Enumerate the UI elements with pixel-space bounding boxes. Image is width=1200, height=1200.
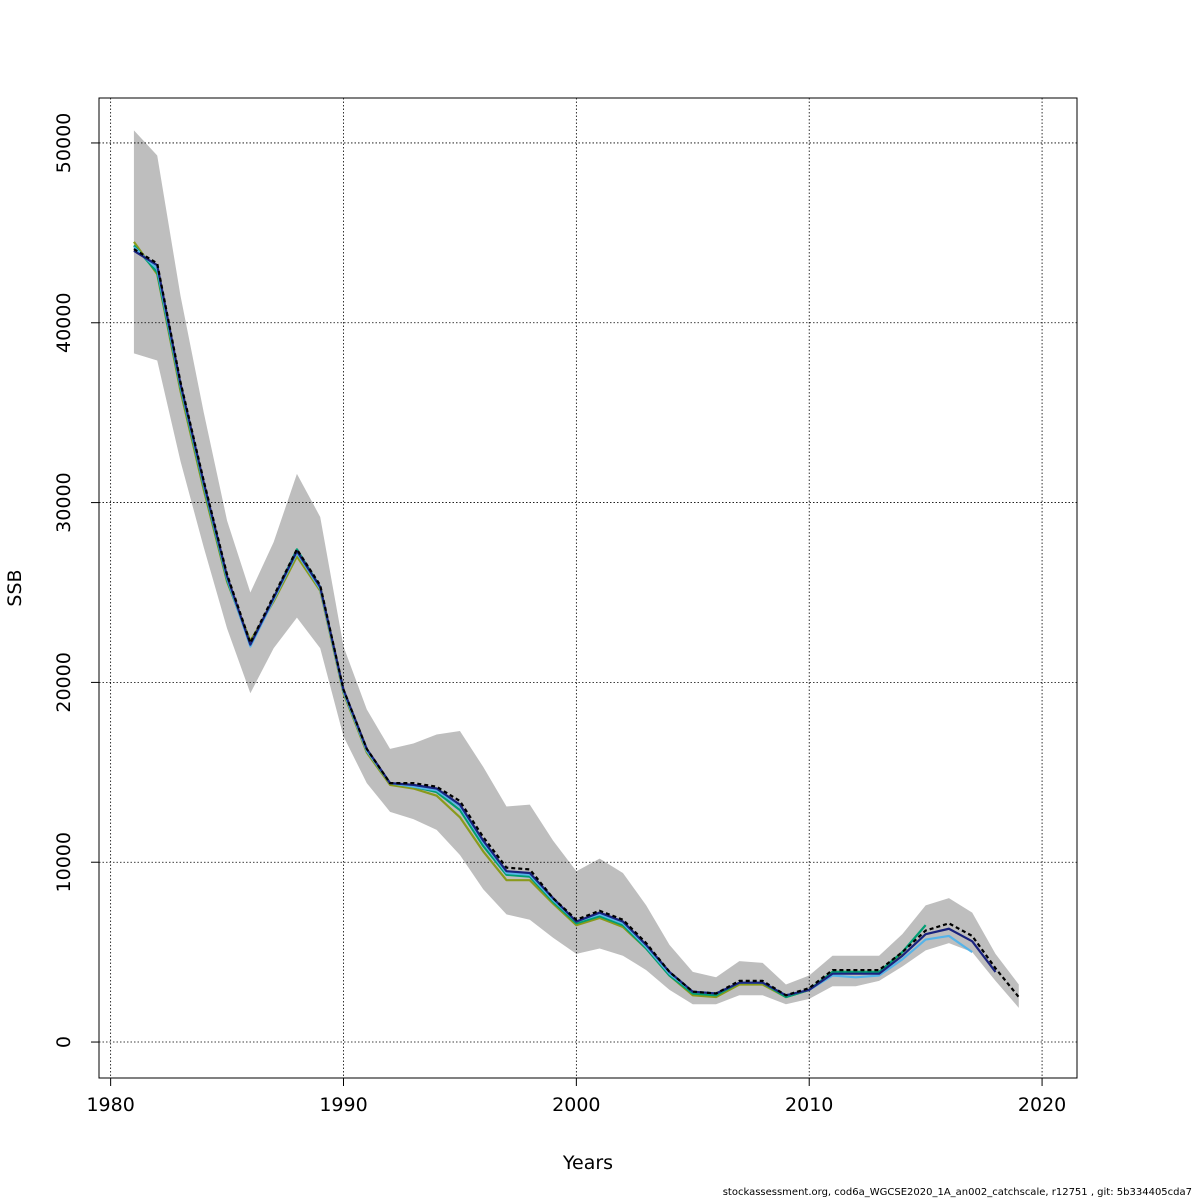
footer-credit: stockassessment.org, cod6a_WGCSE2020_1A_… bbox=[722, 1187, 1192, 1198]
x-tick-label: 2000 bbox=[552, 1094, 600, 1116]
y-tick-label: 0 bbox=[53, 1036, 75, 1048]
y-axis: 0 10000 20000 30000 40000 50000 bbox=[53, 113, 99, 1048]
series-layer bbox=[133, 241, 1020, 999]
y-tick-label: 50000 bbox=[53, 113, 75, 173]
x-axis: 1980 1990 2000 2010 2020 bbox=[86, 1078, 1066, 1116]
y-tick-label: 20000 bbox=[53, 652, 75, 712]
grid-layer bbox=[99, 98, 1077, 1078]
x-tick-label: 1980 bbox=[86, 1094, 134, 1116]
plot-frame bbox=[98, 97, 1078, 1079]
y-axis-label: SSB bbox=[4, 569, 26, 606]
x-tick-label: 2010 bbox=[785, 1094, 833, 1116]
y-tick-label: 30000 bbox=[53, 472, 75, 532]
x-tick-label: 2020 bbox=[1018, 1094, 1066, 1116]
series-line bbox=[133, 248, 1020, 998]
x-axis-label: Years bbox=[562, 1152, 613, 1174]
y-tick-label: 40000 bbox=[53, 293, 75, 353]
x-tick-label: 1990 bbox=[319, 1094, 367, 1116]
y-tick-label: 10000 bbox=[53, 832, 75, 892]
